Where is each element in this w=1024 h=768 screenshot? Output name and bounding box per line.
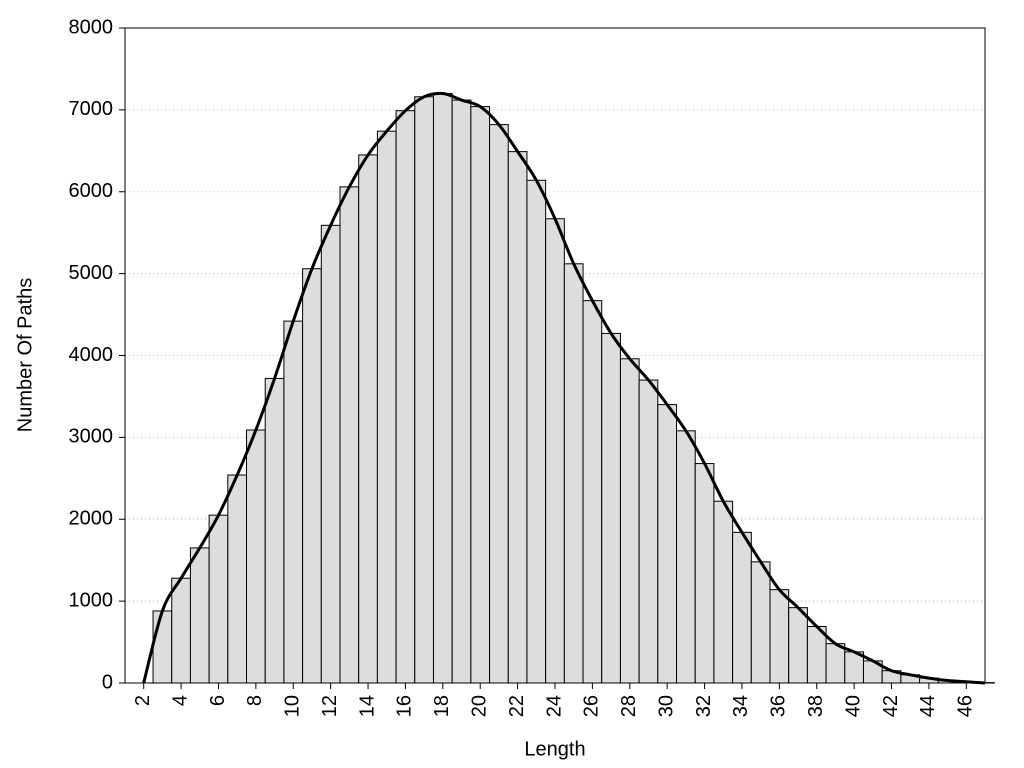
bar [264, 377, 285, 684]
bar [246, 429, 266, 684]
x-tick-label: 44 [917, 695, 939, 717]
bar [451, 99, 472, 684]
y-tick-label: 4000 [69, 344, 114, 366]
x-tick-label: 38 [805, 695, 827, 717]
bar [526, 179, 547, 684]
bar [302, 268, 322, 684]
bar [189, 547, 210, 684]
x-tick-label: 40 [842, 695, 864, 717]
bar [825, 643, 846, 684]
x-tick-label: 42 [880, 695, 902, 717]
plot-frame [124, 27, 986, 684]
bar [638, 379, 659, 684]
bar [320, 224, 341, 684]
bar [489, 124, 509, 684]
bar [769, 589, 790, 684]
x-tick-label: 30 [655, 695, 677, 717]
x-axis-label: Length [524, 738, 585, 760]
bar [414, 96, 434, 684]
x-tick-label: 14 [356, 695, 378, 717]
y-tick-label: 8000 [69, 16, 114, 38]
y-tick-label: 5000 [69, 262, 114, 284]
y-tick-label: 6000 [69, 180, 114, 202]
bar [713, 500, 734, 684]
x-tick-label: 8 [244, 695, 266, 706]
bar [358, 154, 378, 684]
bar [619, 358, 640, 684]
y-axis-label: Number Of Paths [14, 278, 36, 433]
x-tick-label: 26 [581, 695, 603, 717]
bar [545, 218, 565, 684]
bar [676, 430, 696, 684]
bar [788, 607, 808, 684]
x-tick-label: 34 [730, 695, 752, 717]
x-tick-label: 46 [955, 695, 977, 717]
x-tick-label: 20 [468, 695, 490, 717]
bar [208, 514, 229, 684]
bar [395, 110, 416, 684]
y-tick-label: 1000 [69, 589, 114, 611]
y-tick-label: 2000 [69, 508, 114, 530]
x-tick-label: 4 [169, 695, 191, 706]
bar [470, 106, 491, 684]
x-tick-label: 10 [282, 695, 304, 717]
bar [171, 577, 191, 684]
bar [582, 300, 603, 684]
x-tick-label: 36 [768, 695, 790, 717]
bar [732, 531, 752, 684]
bar [152, 610, 173, 684]
x-tick-label: 22 [506, 695, 528, 717]
x-tick-label: 24 [543, 695, 565, 717]
bar [339, 186, 360, 684]
bar [657, 404, 678, 684]
x-tick-label: 12 [319, 695, 341, 717]
bar [563, 263, 584, 684]
x-tick-label: 18 [431, 695, 453, 717]
bar [750, 561, 771, 684]
y-tick-label: 7000 [69, 98, 114, 120]
bar [601, 332, 621, 684]
x-tick-label: 32 [693, 695, 715, 717]
y-tick-label: 0 [102, 671, 113, 693]
bar [227, 474, 248, 684]
x-tick-label: 2 [132, 695, 154, 706]
bar [507, 151, 528, 684]
bar [694, 463, 715, 684]
y-tick-label: 3000 [69, 426, 114, 448]
bar [376, 130, 397, 684]
x-tick-label: 6 [207, 695, 229, 706]
line [142, 91, 986, 685]
bar [432, 93, 453, 684]
x-tick-label: 28 [618, 695, 640, 717]
x-tick-label: 16 [394, 695, 416, 717]
bar [283, 320, 304, 684]
